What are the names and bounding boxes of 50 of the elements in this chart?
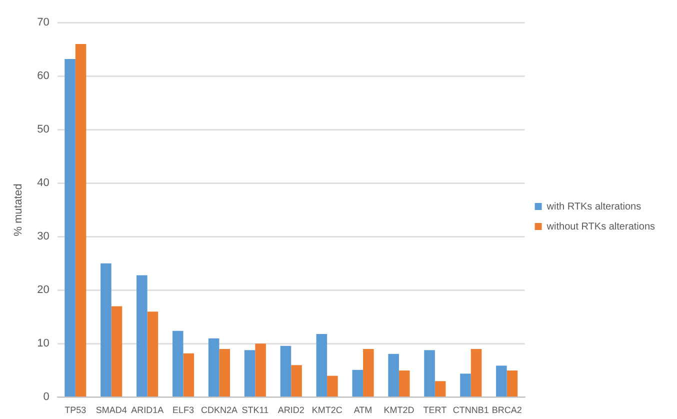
y-tick-label: 0 [43,391,50,404]
legend-label: with RTKs alterations [546,201,642,212]
bar [100,263,112,396]
x-tick-label: ARID2 [278,405,304,416]
x-tick-label: STK11 [242,405,269,416]
y-tick-label: 50 [37,124,50,136]
y-tick-label: 10 [37,338,50,350]
y-tick-label: 20 [37,284,50,296]
bar [496,366,507,396]
bar [208,338,220,396]
x-tick-label: SMAD4 [96,405,127,416]
bar [111,306,122,396]
bar [219,349,230,396]
x-tick-label: CDKN2A [200,405,238,416]
bar [424,350,435,396]
bar [64,58,76,396]
bar [506,370,518,396]
bar [434,381,446,396]
bar [388,354,399,396]
x-tick-label: TERT [423,405,448,416]
bar [255,344,266,396]
bar [316,334,328,396]
y-tick-label: 40 [37,177,50,190]
bar [136,275,148,396]
bar [172,330,184,396]
bar [147,312,158,396]
y-tick-label: 70 [37,16,50,29]
bar [244,350,256,396]
bar [470,349,482,396]
bar [398,370,410,396]
bar [363,349,374,396]
x-tick-label: ATM [354,405,372,416]
x-tick-label: ARID1A [131,405,164,416]
x-tick-label: CTNNB1 [452,405,489,416]
bar [327,376,338,396]
bar [280,346,292,396]
legend-label: without RTKs alterations [546,221,656,232]
bar [183,353,194,396]
x-tick-label: BRCA2 [492,405,522,416]
y-axis-title: % mutated [12,184,25,236]
bar [460,374,471,396]
x-tick-label: KMT2C [312,405,343,416]
bar [352,370,364,396]
y-tick-label: 30 [37,230,50,243]
x-tick-label: KMT2D [384,405,415,416]
y-tick-label: 60 [37,70,50,82]
x-tick-label: TP53 [64,405,86,416]
x-tick-label: ELF3 [172,405,194,416]
bar [75,44,86,396]
bar [291,365,302,396]
